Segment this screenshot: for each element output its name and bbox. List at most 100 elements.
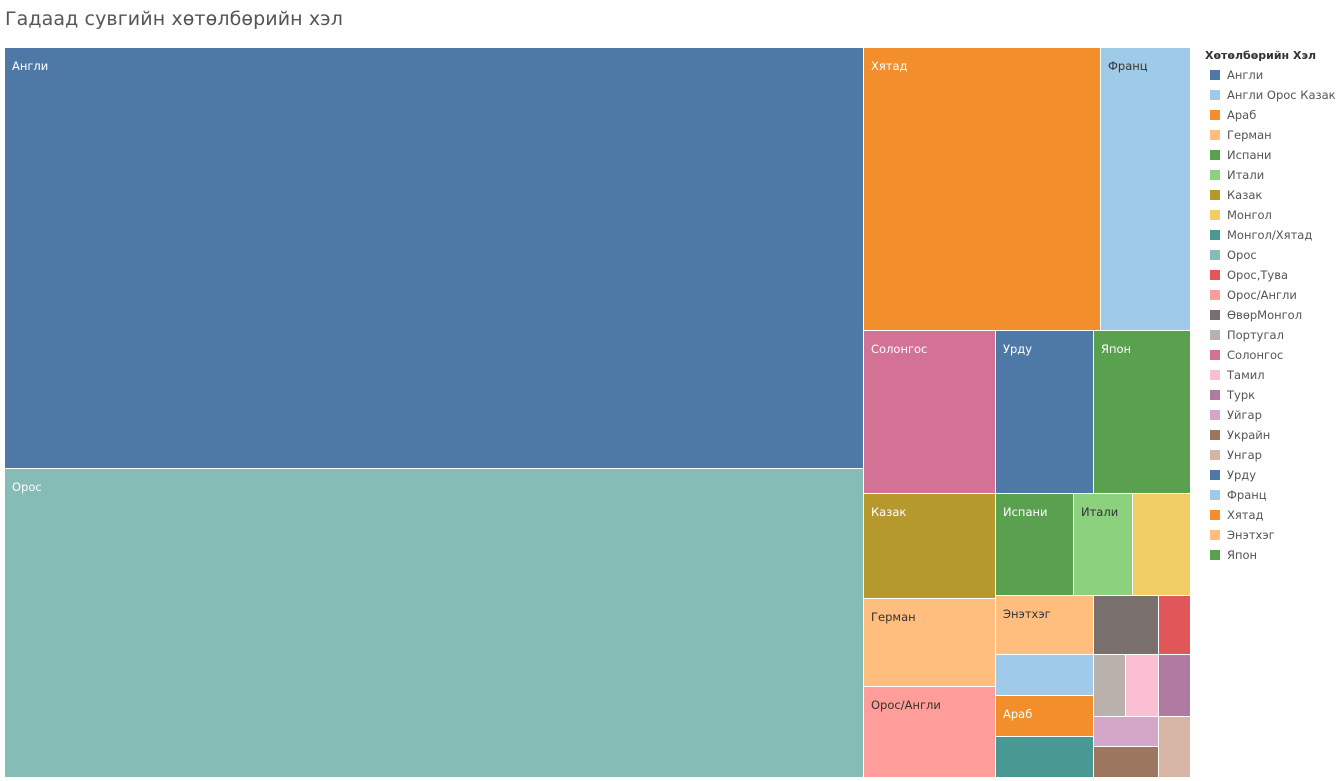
legend-label: Англи Орос Казак [1227,88,1336,102]
treemap-cell-португал[interactable] [1094,655,1125,716]
legend-item-орос[interactable]: Орос [1205,245,1341,265]
legend-label: Испани [1227,148,1272,162]
legend: Хөтөлбөрийн Хэл Англи Англи Орос Казак Ара… [1205,47,1341,565]
treemap-cell-франц[interactable]: Франц [1101,48,1190,330]
treemap-cell-унгар[interactable] [1159,717,1190,777]
treemap-cell-англи[interactable]: Англи [5,48,863,468]
legend-item-монгол[interactable]: Монгол [1205,205,1341,225]
legend-swatch [1210,110,1220,120]
legend-label: Франц [1227,488,1267,502]
legend-item-испани[interactable]: Испани [1205,145,1341,165]
legend-item-казак[interactable]: Казак [1205,185,1341,205]
legend-label: Араб [1227,108,1257,122]
legend-swatch [1210,150,1220,160]
legend-swatch [1210,470,1220,480]
legend-swatch [1210,210,1220,220]
legend-item-турк[interactable]: Турк [1205,385,1341,405]
legend-label: Орос/Англи [1227,288,1297,302]
legend-label: Монгол/Хятад [1227,228,1313,242]
legend-swatch [1210,290,1220,300]
treemap-cell-герман[interactable]: Герман [864,599,995,686]
treemap-cell-хятад[interactable]: Хятад [864,48,1100,330]
legend-swatch [1210,130,1220,140]
legend-item-урду[interactable]: Урду [1205,465,1341,485]
legend-swatch [1210,190,1220,200]
legend-item-герман[interactable]: Герман [1205,125,1341,145]
treemap-cell-уйгар[interactable] [1094,717,1158,746]
legend-item-франц[interactable]: Франц [1205,485,1341,505]
legend-item-энэтхэг[interactable]: Энэтхэг [1205,525,1341,545]
legend-swatch [1210,530,1220,540]
legend-item-итали[interactable]: Итали [1205,165,1341,185]
legend-item-хятад[interactable]: Хятад [1205,505,1341,525]
treemap-cell-монгол-хятад[interactable] [996,737,1093,777]
treemap-cell-өвөрмонгол[interactable] [1094,596,1158,654]
legend-label: Унгар [1227,448,1262,462]
legend-item-япон[interactable]: Япон [1205,545,1341,565]
treemap-cell-тамил[interactable] [1126,655,1158,716]
legend-swatch [1210,330,1220,340]
legend-label: Украйн [1227,428,1271,442]
legend-title: Хөтөлбөрийн Хэл [1205,49,1317,62]
treemap-cell-энэтхэг[interactable]: Энэтхэг [996,596,1093,654]
legend-label: Тамил [1227,368,1265,382]
treemap-cell-солонгос[interactable]: Солонгос [864,331,995,493]
legend-label: Хятад [1227,508,1264,522]
legend-swatch [1210,390,1220,400]
legend-item-өвөрмонгол[interactable]: ӨвөрМонгол [1205,305,1341,325]
legend-items: Англи Англи Орос Казак Араб Герман Испани Ита… [1205,65,1341,565]
treemap-cell-label: Солонгос [871,342,928,356]
treemap-cell-label: Испани [1003,505,1048,519]
legend-label: Турк [1227,388,1256,402]
treemap-cell-япон[interactable]: Япон [1094,331,1190,493]
legend-item-англи-орос-казак[interactable]: Англи Орос Казак [1205,85,1341,105]
treemap-cell-украйн[interactable] [1094,747,1158,777]
treemap-cell-турк[interactable] [1159,655,1190,716]
legend-item-португал[interactable]: Португал [1205,325,1341,345]
legend-label: Англи [1227,68,1264,82]
treemap-cell-label: Орос/Англи [871,698,941,712]
treemap-cell-label: Хятад [871,59,908,73]
treemap-cell-казак[interactable]: Казак [864,494,995,598]
legend-item-тамил[interactable]: Тамил [1205,365,1341,385]
legend-item-солонгос[interactable]: Солонгос [1205,345,1341,365]
treemap-cell-орос-тува[interactable] [1159,596,1190,654]
legend-swatch [1210,170,1220,180]
treemap-cell-label: Итали [1081,505,1119,519]
legend-label: Герман [1227,128,1272,142]
treemap-cell-орос-англи[interactable]: Орос/Англи [864,687,995,777]
legend-swatch [1210,510,1220,520]
legend-item-орос-тува[interactable]: Орос,Тува [1205,265,1341,285]
treemap-cell-орос[interactable]: Орос [5,469,863,777]
legend-label: Монгол [1227,208,1272,222]
legend-swatch [1210,230,1220,240]
treemap-cell-label: Энэтхэг [1003,607,1051,621]
legend-swatch [1210,250,1220,260]
legend-swatch [1210,550,1220,560]
treemap-cell-label: Англи [12,59,49,73]
legend-item-орос-англи[interactable]: Орос/Англи [1205,285,1341,305]
legend-item-украйн[interactable]: Украйн [1205,425,1341,445]
legend-swatch [1210,410,1220,420]
legend-item-англи[interactable]: Англи [1205,65,1341,85]
treemap-cell-англи-орос-казак[interactable] [996,655,1093,695]
treemap-cell-урду[interactable]: Урду [996,331,1093,493]
legend-item-уйгар[interactable]: Уйгар [1205,405,1341,425]
treemap-cell-итали[interactable]: Итали [1074,494,1132,595]
legend-swatch [1210,310,1220,320]
legend-label: Уйгар [1227,408,1262,422]
legend-label: Португал [1227,328,1284,342]
legend-label: ӨвөрМонгол [1227,308,1303,322]
treemap-cell-испани[interactable]: Испани [996,494,1073,595]
treemap-cell-араб[interactable]: Араб [996,696,1093,736]
treemap-cell-label: Япон [1101,342,1132,356]
legend-label: Солонгос [1227,348,1284,362]
legend-label: Япон [1227,548,1258,562]
treemap-cell-монгол[interactable] [1133,494,1190,595]
legend-item-араб[interactable]: Араб [1205,105,1341,125]
legend-item-унгар[interactable]: Унгар [1205,445,1341,465]
legend-label: Казак [1227,188,1263,202]
treemap-cell-label: Казак [871,505,907,519]
legend-item-монгол-хятад[interactable]: Монгол/Хятад [1205,225,1341,245]
